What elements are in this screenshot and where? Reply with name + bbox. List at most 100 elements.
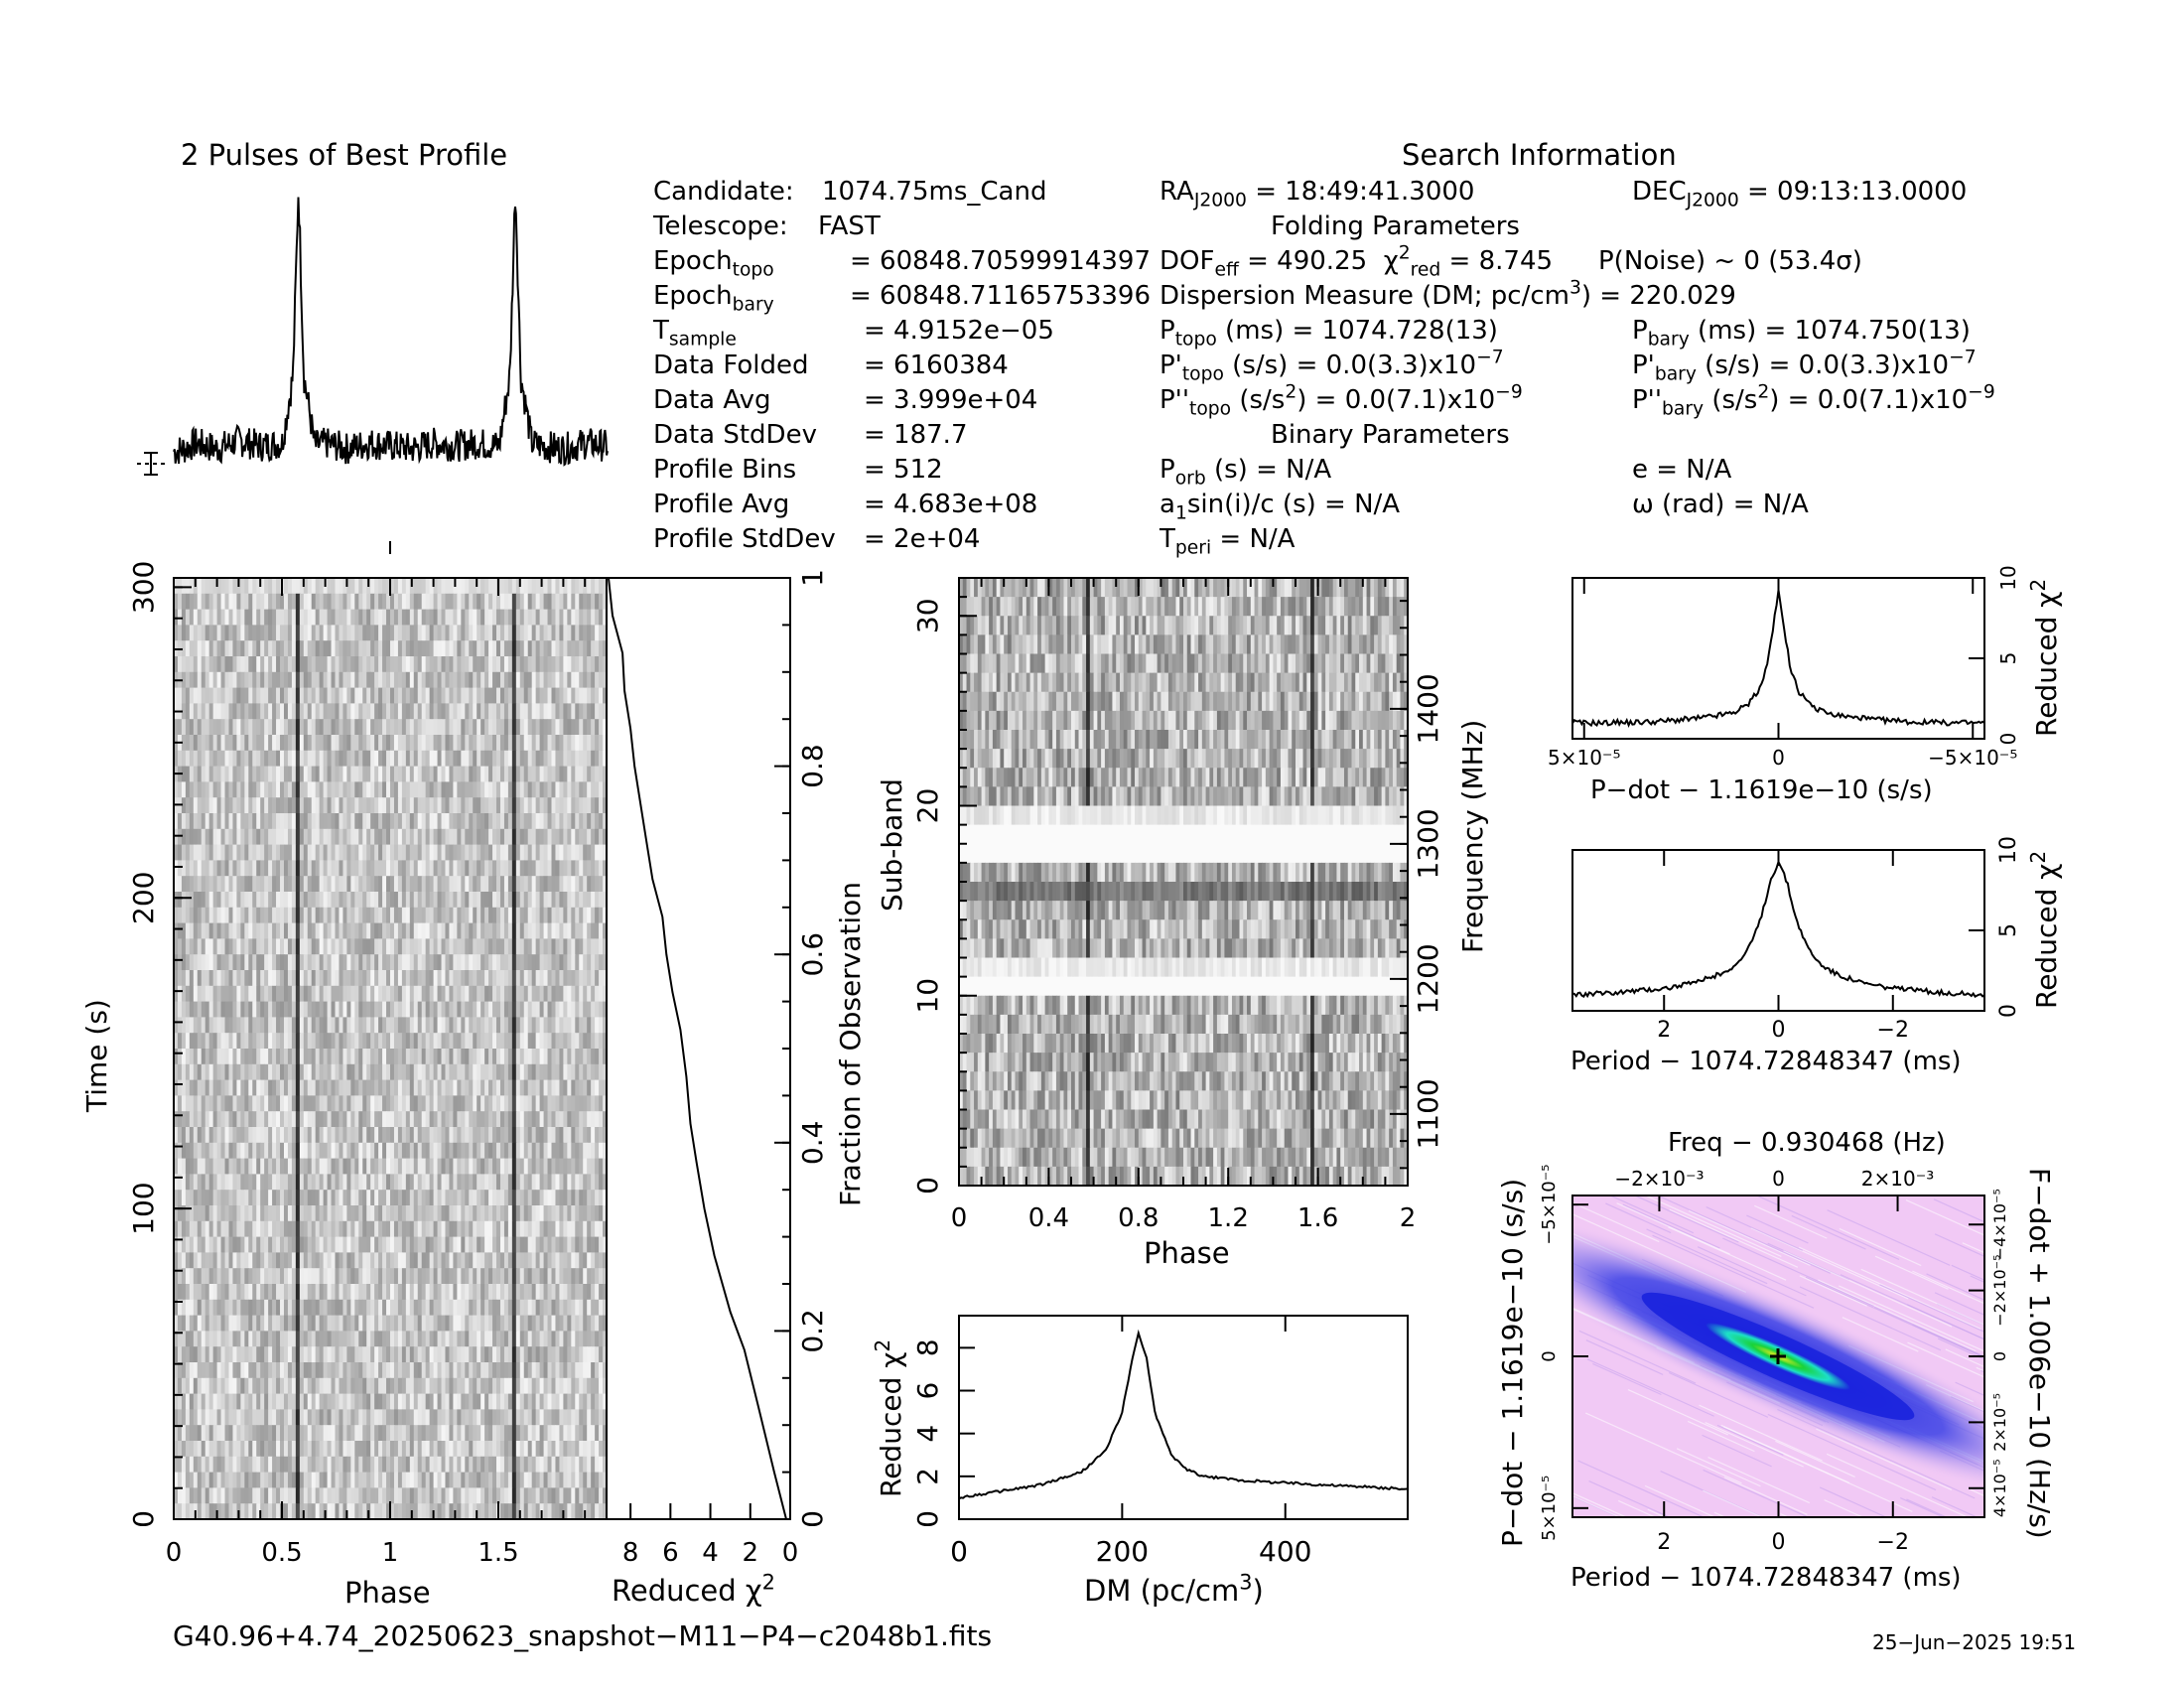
- time-phase-cell: [591, 1158, 596, 1175]
- time-phase-cell: [417, 593, 423, 611]
- time-phase-cell: [393, 781, 399, 798]
- time-phase-cell: [507, 1220, 513, 1238]
- time-phase-cell: [503, 970, 509, 987]
- time-phase-cell: [583, 1268, 588, 1285]
- time-phase-cell: [339, 797, 344, 814]
- time-phase-cell: [174, 970, 179, 987]
- time-phase-cell: [499, 1063, 505, 1081]
- time-phase-cell: [236, 1095, 241, 1112]
- time-phase-cell: [339, 1111, 344, 1128]
- time-phase-cell: [480, 970, 485, 987]
- time-phase-cell: [405, 1268, 411, 1285]
- time-phase-cell: [579, 1127, 584, 1144]
- time-phase-cell: [299, 985, 305, 1003]
- time-phase-cell: [228, 797, 234, 814]
- time-phase-cell: [488, 1220, 493, 1238]
- time-phase-cell: [268, 907, 273, 924]
- time-phase-cell: [496, 781, 501, 798]
- time-phase-cell: [480, 750, 485, 768]
- time-phase-cell: [201, 1220, 206, 1238]
- time-phase-cell: [437, 1049, 443, 1065]
- time-phase-cell: [295, 1033, 301, 1050]
- time-phase-cell: [362, 781, 367, 798]
- time-phase-cell: [386, 766, 391, 782]
- time-phase-cell: [201, 797, 206, 814]
- time-phase-cell: [256, 656, 261, 673]
- time-phase-cell: [339, 1158, 344, 1175]
- time-phase-cell: [421, 593, 427, 611]
- time-phase-cell: [595, 1205, 600, 1222]
- time-phase-cell: [331, 1190, 337, 1206]
- time-phase-cell: [189, 1190, 195, 1206]
- time-phase-cell: [595, 813, 600, 830]
- time-phase-cell: [216, 1190, 222, 1206]
- time-phase-cell: [382, 578, 387, 595]
- time-phase-cell: [496, 828, 501, 846]
- time-phase-cell: [208, 578, 214, 595]
- time-phase-cell: [319, 922, 325, 939]
- time-phase-cell: [307, 860, 313, 877]
- time-phase-cell: [433, 876, 439, 893]
- time-phase-cell: [393, 1017, 399, 1034]
- time-phase-cell: [264, 876, 269, 893]
- time-phase-cell: [354, 1205, 359, 1222]
- time-phase-cell: [220, 1174, 226, 1191]
- time-phase-cell: [189, 1127, 195, 1144]
- time-phase-cell: [484, 609, 489, 626]
- time-phase-cell: [189, 1049, 195, 1065]
- time-phase-cell: [567, 1033, 572, 1050]
- time-phase-cell: [205, 1268, 210, 1285]
- time-phase-cell: [236, 625, 241, 641]
- time-phase-cell: [519, 735, 525, 752]
- time-phase-cell: [366, 1033, 371, 1050]
- time-phase-cell: [555, 578, 561, 595]
- time-phase-cell: [323, 907, 329, 924]
- time-phase-cell: [515, 860, 521, 877]
- time-phase-cell: [193, 1079, 199, 1096]
- time-phase-cell: [595, 954, 600, 971]
- time-phase-cell: [212, 1268, 218, 1285]
- time-phase-cell: [311, 1079, 317, 1096]
- time-phase-cell: [563, 1063, 568, 1081]
- time-phase-cell: [208, 671, 214, 689]
- time-phase-cell: [268, 938, 273, 955]
- time-phase-cell: [386, 1174, 391, 1191]
- time-phase-cell: [295, 1063, 301, 1081]
- time-phase-cell: [429, 1033, 435, 1050]
- time-phase-cell: [433, 1033, 439, 1050]
- time-phase-cell: [575, 1190, 580, 1206]
- time-phase-cell: [499, 813, 505, 830]
- time-phase-cell: [445, 1111, 451, 1128]
- time-phase-cell: [477, 1079, 481, 1096]
- time-phase-cell: [260, 1236, 265, 1253]
- time-phase-cell: [335, 892, 341, 909]
- time-phase-cell: [595, 922, 600, 939]
- time-phase-cell: [276, 640, 281, 657]
- time-phase-cell: [264, 1079, 269, 1096]
- time-phase-cell: [393, 1095, 399, 1112]
- time-phase-cell: [181, 671, 187, 689]
- time-phase-cell: [527, 1095, 533, 1112]
- time-phase-cell: [559, 593, 564, 611]
- time-phase-cell: [205, 578, 210, 595]
- time-phase-cell: [291, 609, 297, 626]
- time-phase-cell: [232, 1236, 238, 1253]
- time-phase-cell: [220, 671, 226, 689]
- time-phase-cell: [523, 922, 529, 939]
- time-phase-cell: [354, 907, 359, 924]
- time-phase-cell: [559, 1142, 564, 1160]
- time-phase-cell: [503, 954, 509, 971]
- time-phase-cell: [236, 1142, 241, 1160]
- time-phase-cell: [272, 671, 277, 689]
- time-phase-cell: [216, 1252, 222, 1269]
- time-phase-cell: [315, 938, 321, 955]
- time-phase-cell: [511, 1049, 517, 1065]
- time-phase-cell: [386, 1127, 391, 1144]
- time-phase-cell: [386, 1190, 391, 1206]
- time-phase-cell: [425, 970, 431, 987]
- time-phase-cell: [461, 970, 466, 987]
- time-phase-cell: [473, 687, 478, 704]
- time-phase-cell: [441, 907, 447, 924]
- time-phase-cell: [224, 1033, 230, 1050]
- time-phase-cell: [555, 970, 561, 987]
